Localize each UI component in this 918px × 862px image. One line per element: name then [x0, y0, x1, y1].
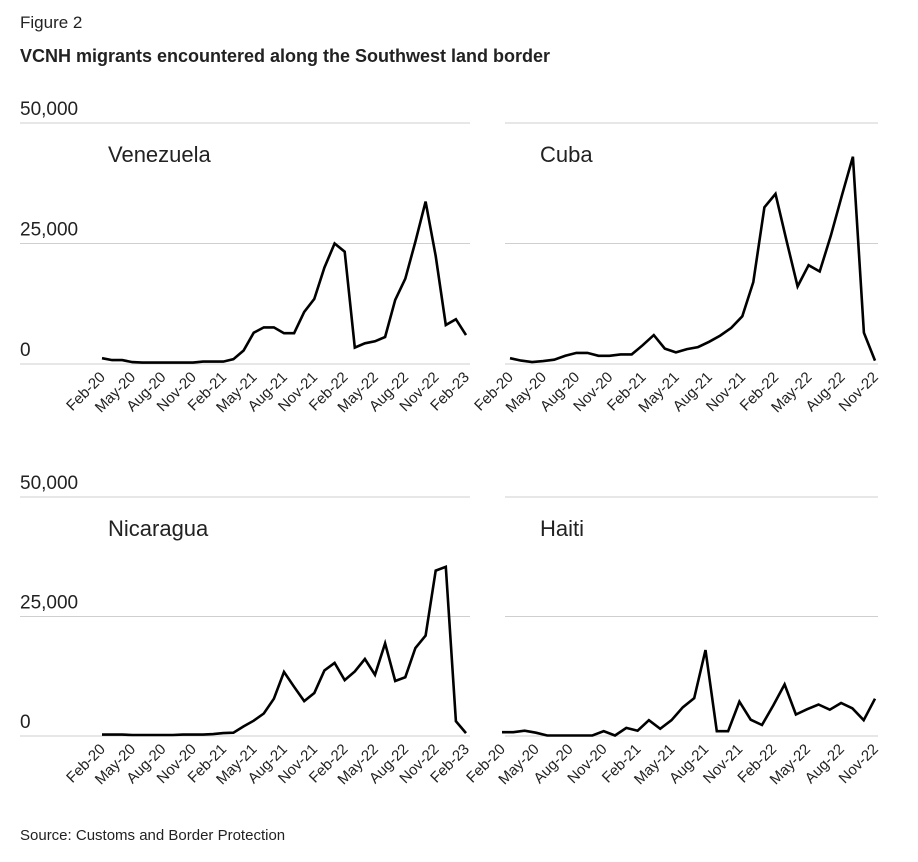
y-tick-label: 0	[20, 340, 31, 361]
y-tick-label: 50,000	[20, 473, 78, 494]
y-tick-label: 25,000	[20, 593, 78, 614]
data-line	[102, 564, 467, 737]
panel: CubaFeb-20May-20Aug-20Nov-20Feb-21May-21…	[471, 122, 882, 416]
figure-title: VCNH migrants encountered along the Sout…	[20, 46, 550, 66]
panel: 025,00050,000NicaraguaFeb-20May-20Aug-20…	[20, 473, 473, 788]
panel-title: Venezuela	[108, 142, 212, 167]
panel: HaitiFeb-20May-20Aug-20Nov-20Feb-21May-2…	[463, 496, 882, 788]
y-tick-label: 0	[20, 712, 31, 733]
panel: 025,00050,000VenezuelaFeb-20May-20Aug-20…	[20, 99, 473, 416]
data-line	[101, 201, 468, 364]
data-line	[502, 649, 877, 737]
source: Source: Customs and Border Protection	[20, 827, 285, 844]
y-tick-label: 25,000	[20, 220, 78, 241]
panel-title: Nicaragua	[108, 516, 209, 541]
panel-title: Haiti	[540, 516, 584, 541]
figure-label: Figure 2	[20, 13, 82, 32]
panel-title: Cuba	[540, 142, 593, 167]
y-tick-label: 50,000	[20, 99, 78, 120]
data-line	[509, 156, 877, 364]
